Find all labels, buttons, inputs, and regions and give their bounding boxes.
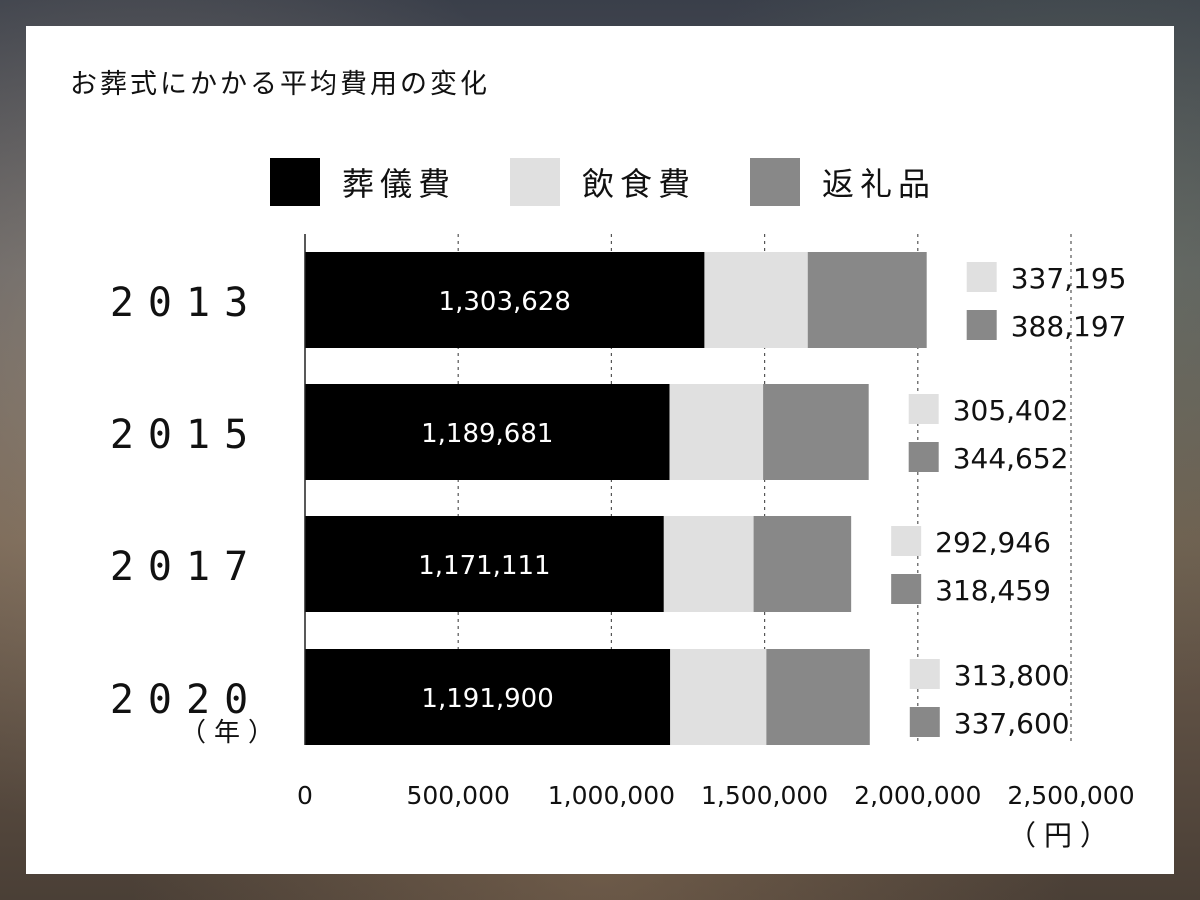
data-label-gift-2020: 337,600 [954, 707, 1070, 740]
x-tick-label: 2,000,000 [854, 781, 981, 810]
x-tick-label: 2,500,000 [1007, 781, 1134, 810]
bar-gift-2020 [766, 649, 870, 745]
side-swatch-food-2013 [966, 262, 997, 292]
legend-label-funeral: 葬儀費 [342, 165, 457, 203]
side-swatch-food-2020 [909, 659, 940, 689]
legend-item-funeral: 葬儀費 [270, 158, 456, 206]
legend-swatch-food [510, 158, 560, 206]
bar-food-2013 [704, 252, 808, 348]
x-tick-label: 1,500,000 [701, 781, 828, 810]
y-tick-label-2013: 2013 [110, 280, 262, 326]
data-label-gift-2015: 344,652 [953, 442, 1069, 475]
y-axis-unit: （年） [180, 718, 283, 748]
bar-gift-2013 [807, 252, 927, 348]
bar-food-2020 [670, 649, 767, 745]
data-label-funeral-2017: 1,171,111 [418, 551, 550, 581]
legend-item-gift: 返礼品 [750, 158, 936, 206]
side-swatch-food-2017 [891, 526, 922, 556]
bar-gift-2015 [763, 384, 869, 480]
data-label-food-2015: 305,402 [953, 394, 1069, 427]
y-tick-label-2015: 2015 [110, 412, 262, 458]
legend-item-food: 飲食費 [510, 158, 696, 206]
bar-funeral-2017 [305, 516, 664, 612]
side-swatch-gift-2013 [966, 310, 997, 340]
bar-funeral-2013 [305, 252, 705, 348]
bar-chart: 1,303,628 337,195 388,197 2013 1,189,681 305,… [110, 234, 1135, 810]
data-label-funeral-2013: 1,303,628 [439, 287, 571, 317]
bar-funeral-2015 [305, 384, 670, 480]
side-swatch-gift-2015 [908, 442, 939, 472]
data-label-food-2013: 337,195 [1011, 262, 1127, 295]
legend-swatch-gift [750, 158, 800, 206]
chart-panel: お葬式にかかる平均費用の変化 葬儀費 飲食費 返礼品 1,303,628 337,… [26, 26, 1174, 874]
side-swatch-food-2015 [908, 394, 939, 424]
x-axis-unit: （円） [1008, 819, 1117, 852]
y-tick-label-2017: 2017 [110, 544, 262, 590]
legend-label-food: 飲食費 [582, 165, 697, 203]
data-label-food-2020: 313,800 [954, 659, 1070, 692]
bar-funeral-2020 [305, 649, 671, 745]
data-label-food-2017: 292,946 [935, 526, 1051, 559]
y-tick-label-2020: 2020 [110, 677, 262, 723]
x-tick-label: 500,000 [407, 781, 510, 810]
bar-food-2017 [663, 516, 754, 612]
data-label-gift-2013: 388,197 [1011, 310, 1127, 343]
x-tick-label: 0 [297, 781, 313, 810]
chart-title: お葬式にかかる平均費用の変化 [70, 69, 490, 100]
legend-label-gift: 返礼品 [822, 165, 937, 203]
x-tick-label: 1,000,000 [548, 781, 675, 810]
side-swatch-gift-2017 [891, 574, 922, 604]
data-label-funeral-2020: 1,191,900 [421, 684, 553, 714]
bar-gift-2017 [753, 516, 852, 612]
legend-swatch-funeral [270, 158, 320, 206]
data-label-funeral-2015: 1,189,681 [421, 419, 553, 449]
data-label-gift-2017: 318,459 [935, 574, 1051, 607]
side-swatch-gift-2020 [909, 707, 940, 737]
bar-food-2015 [669, 384, 764, 480]
